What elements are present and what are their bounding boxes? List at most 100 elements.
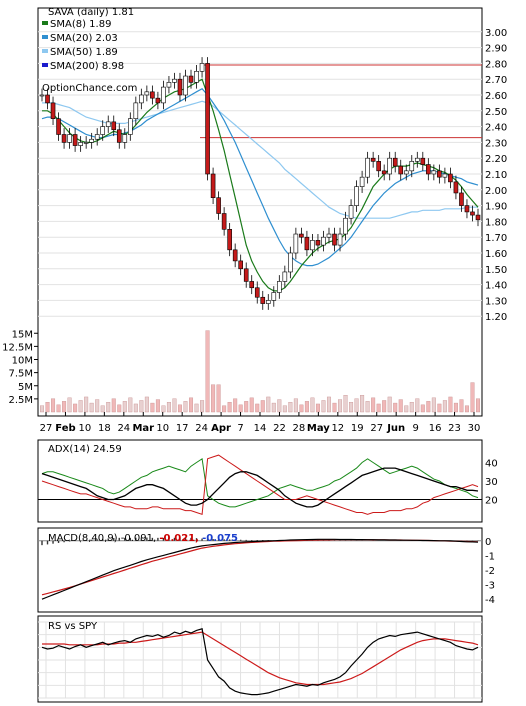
volume-bar	[442, 400, 447, 413]
candle-body	[249, 281, 255, 289]
candle-body	[260, 296, 266, 304]
volume-bar	[282, 405, 287, 413]
macd-label-text: MACD(8,40,9) -0.091,	[48, 533, 156, 544]
price-tick-label: 2.10	[485, 170, 507, 181]
plus-di-line	[41, 457, 479, 508]
x-tick-label: 7	[237, 423, 243, 434]
candle-body	[150, 91, 155, 99]
candle-body	[122, 134, 128, 143]
volume-bar	[338, 399, 343, 413]
x-tick-label: Jun	[386, 423, 405, 434]
volume-axis: 15M 12.5M 10M 7.5M 5M 2.5M	[2, 329, 38, 406]
candle-body	[321, 236, 326, 246]
adx-tick-label: 30	[485, 477, 498, 488]
macd-tick-label: -4	[485, 595, 495, 606]
volume-bar	[155, 399, 160, 413]
candle-body	[426, 164, 431, 175]
x-tick-label: 10	[79, 423, 92, 434]
sma20-line	[41, 87, 479, 267]
volume-bar	[128, 397, 133, 413]
candle-body	[403, 170, 409, 175]
price-tick-label: 1.90	[485, 202, 507, 213]
price-tick-label: 1.60	[485, 249, 507, 260]
volume-bar	[326, 396, 331, 413]
price-tick-label: 1.40	[485, 281, 507, 292]
volume-bar	[62, 401, 67, 413]
volume-bar	[404, 405, 409, 413]
price-tick-label: 1.30	[485, 296, 507, 307]
x-tick-label: 27	[370, 423, 383, 434]
volume-bar	[189, 397, 194, 413]
candle-body	[100, 126, 106, 135]
candle-body	[277, 281, 282, 293]
x-tick-label: 16	[429, 423, 442, 434]
rs-label: RS vs SPY	[48, 621, 98, 632]
x-tick-label: Feb	[55, 423, 75, 434]
volume-bar	[205, 330, 210, 413]
volume-bar	[67, 397, 72, 413]
volume-bar	[45, 402, 50, 413]
volume-bar	[354, 398, 359, 413]
adx-tick-label: 20	[485, 496, 498, 507]
candle-body	[45, 94, 50, 104]
volume-bar	[56, 404, 61, 413]
candle-body	[343, 217, 348, 235]
volume-bar	[304, 401, 309, 413]
price-lines	[39, 57, 481, 310]
price-tick-label: 1.80	[485, 217, 507, 228]
volume-bar	[448, 396, 453, 413]
candle-body	[194, 71, 199, 83]
candle-body	[232, 249, 238, 262]
volume-bar	[117, 404, 122, 413]
candle-body	[183, 75, 188, 96]
volume-bar	[266, 396, 271, 413]
x-tick-label: 24	[195, 423, 208, 434]
candle-body	[161, 86, 166, 104]
volume-bar	[470, 382, 475, 413]
volume-bar	[431, 397, 436, 413]
ticker-label: SAVA (daily) 1.81	[48, 7, 134, 18]
x-tick-label: 30	[468, 423, 481, 434]
volume-bar	[420, 404, 425, 413]
volume-bar	[106, 402, 111, 413]
price-axis: 3.00 2.90 2.80 2.70 2.60 2.50 2.40 2.30 2.20 2.10…	[485, 28, 507, 323]
candle-body	[166, 82, 172, 88]
volume-bar	[211, 384, 216, 413]
x-tick-label: 10	[156, 423, 169, 434]
volume-bar	[216, 384, 221, 413]
volume-bar	[299, 404, 304, 413]
candle-body	[470, 211, 475, 216]
candle-body	[420, 157, 426, 165]
volume-bar	[89, 402, 94, 413]
x-tick-label: 24	[117, 423, 130, 434]
volume-bar	[332, 402, 337, 413]
x-tick-label: Apr	[211, 423, 231, 434]
candle-body	[155, 97, 161, 104]
price-tick-label: 2.40	[485, 123, 507, 134]
volume-bar	[365, 401, 370, 413]
candle-body	[144, 91, 150, 96]
candle-body	[398, 165, 404, 175]
volume-bar	[40, 405, 45, 413]
volume-bar	[73, 403, 78, 413]
price-panel	[37, 7, 483, 417]
candle-body	[409, 161, 415, 172]
candle-body	[282, 271, 288, 282]
candle-body	[376, 161, 381, 172]
x-tick-label: Mar	[132, 423, 154, 434]
x-tick-label: 9	[412, 423, 418, 434]
volume-bar	[409, 402, 414, 413]
price-legend: SMA(8) 1.89 SMA(20) 2.03 SMA(50) 1.89 SMA(2…	[42, 19, 124, 72]
volume-bar	[393, 402, 398, 413]
candle-body	[254, 287, 260, 298]
volume-bar	[371, 397, 376, 413]
volume-bar	[288, 402, 293, 413]
candle-body	[243, 268, 249, 282]
volume-bar	[415, 398, 420, 413]
price-tick-label: 3.00	[485, 28, 507, 39]
price-tick-label: 2.70	[485, 75, 507, 86]
macd-line	[41, 538, 479, 600]
x-tick-label: 19	[351, 423, 364, 434]
volume-bar	[78, 400, 83, 413]
candle-body	[227, 229, 232, 251]
